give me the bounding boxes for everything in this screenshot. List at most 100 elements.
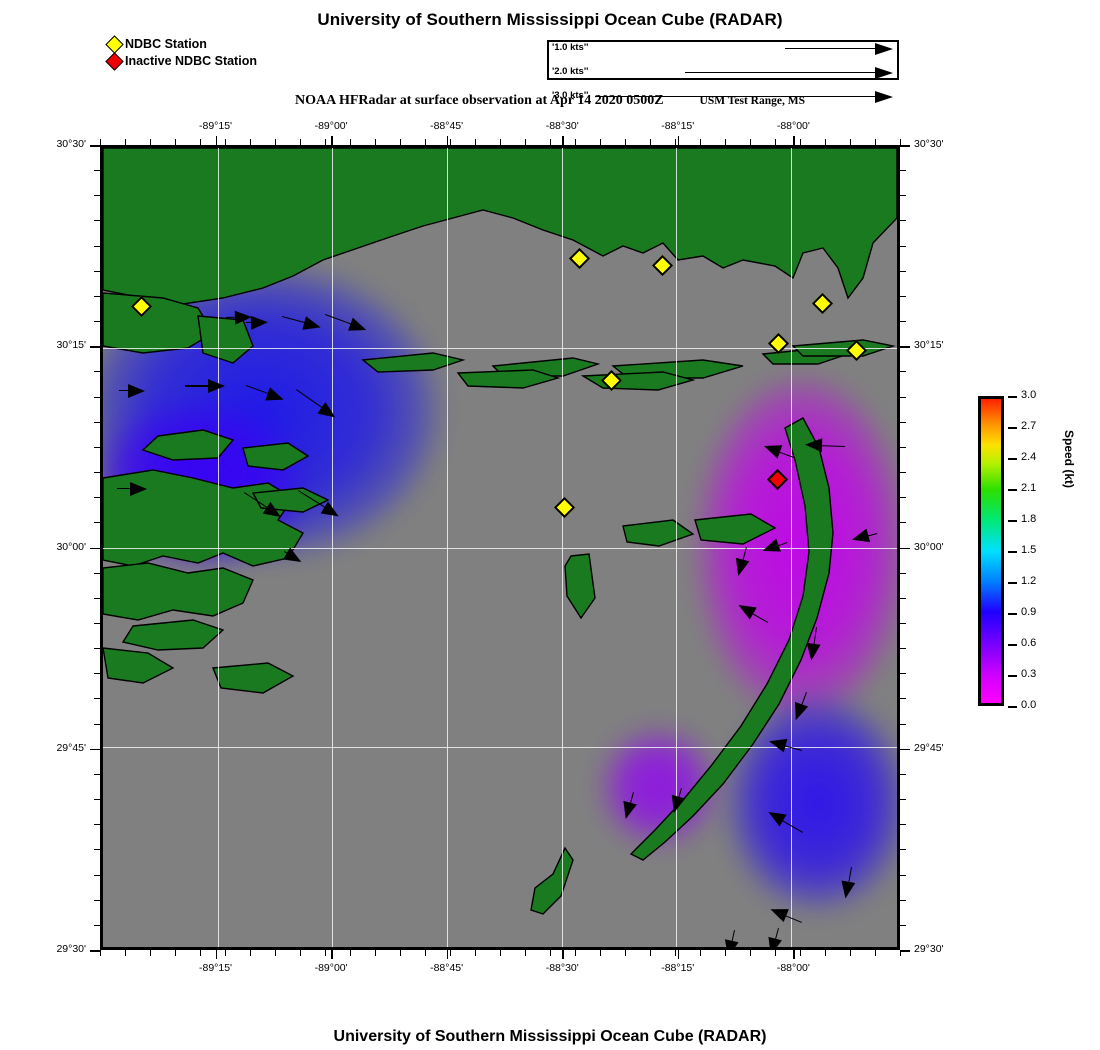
axis-minor-tick-y	[900, 270, 906, 272]
axis-minor-tick-y	[94, 924, 100, 926]
axis-minor-tick-x	[800, 950, 801, 956]
colorbar-tick-label: 2.7	[1021, 420, 1037, 432]
axis-minor-tick-x	[450, 950, 451, 956]
vector-arrowhead	[838, 880, 856, 900]
axis-label-lon: -88°00'	[776, 120, 810, 132]
scale-key-arrowhead	[875, 67, 893, 79]
current-vector	[184, 379, 225, 394]
axis-major-tick-x	[446, 950, 449, 959]
vector-arrowhead	[130, 481, 148, 496]
axis-label-lat: 29°45'	[914, 741, 944, 754]
legend-label-inactive: Inactive NDBC Station	[125, 54, 257, 68]
axis-label-lat: 30°00'	[56, 540, 86, 553]
gridline-lon-3	[561, 148, 563, 947]
axis-minor-tick-y	[94, 220, 100, 222]
axis-minor-tick-y	[900, 874, 906, 876]
colorbar-tick	[1008, 644, 1017, 646]
axis-major-tick-y	[900, 145, 910, 147]
legend-label-active: NDBC Station	[125, 37, 207, 51]
axis-minor-tick-y	[900, 648, 906, 650]
colorbar-tick	[1008, 675, 1017, 677]
axis-minor-tick-x	[825, 139, 826, 145]
axis-minor-tick-y	[900, 799, 906, 801]
colorbar-tick-label: 1.8	[1021, 513, 1037, 525]
axis-minor-tick-y	[900, 899, 906, 901]
axis-major-tick-y	[900, 950, 910, 952]
axis-minor-tick-y	[94, 849, 100, 851]
axis-minor-tick-x	[725, 139, 726, 145]
axis-major-tick-x	[793, 136, 795, 145]
map-plot-area[interactable]	[100, 145, 900, 950]
colorbar-tick	[1008, 396, 1017, 398]
axis-minor-tick-x	[400, 139, 401, 145]
axis-minor-tick-y	[94, 723, 100, 725]
axis-minor-tick-y	[900, 572, 906, 574]
colorbar-gradient	[978, 396, 1004, 706]
axis-label-lon: -89°00'	[314, 120, 348, 132]
axis-major-tick-y	[90, 950, 100, 952]
current-vector	[117, 481, 148, 496]
axis-major-tick-x	[562, 950, 564, 959]
axis-minor-tick-y	[94, 446, 100, 448]
axis-minor-tick-x	[800, 139, 801, 145]
axis-major-tick-x	[677, 950, 680, 959]
axis-minor-tick-x	[425, 139, 426, 145]
axis-minor-tick-y	[94, 673, 100, 675]
legend-item-active: NDBC Station	[105, 35, 257, 54]
axis-label-lon: -89°00'	[314, 962, 348, 974]
chandeleur-node-a	[694, 513, 777, 545]
scale-key-label: '3.0 kts''	[552, 90, 589, 101]
axis-minor-tick-y	[94, 371, 100, 373]
axis-major-tick-y	[900, 547, 910, 550]
axis-minor-tick-y	[94, 698, 100, 700]
axis-label-lon: -88°30'	[545, 962, 579, 974]
vector-arrowhead	[805, 437, 823, 453]
colorbar-tick	[1008, 551, 1017, 553]
axis-minor-tick-y	[94, 270, 100, 272]
chandeleur-arc	[629, 417, 834, 861]
axis-minor-tick-x	[125, 139, 126, 145]
axis-minor-tick-x	[700, 139, 701, 145]
axis-minor-tick-x	[550, 950, 551, 956]
axis-minor-tick-x	[850, 139, 851, 145]
axis-minor-tick-x	[400, 950, 401, 956]
axis-minor-tick-x	[750, 950, 751, 956]
colorbar-tick-label: 0.3	[1021, 668, 1037, 680]
axis-minor-tick-x	[500, 950, 501, 956]
axis-minor-tick-x	[675, 139, 676, 145]
axis-minor-tick-y	[900, 371, 906, 373]
axis-minor-tick-y	[900, 497, 906, 499]
colorbar-tick	[1008, 458, 1017, 460]
axis-minor-tick-x	[200, 139, 201, 145]
axis-minor-tick-x	[350, 139, 351, 145]
axis-minor-tick-y	[94, 874, 100, 876]
axis-label-lat: 29°30'	[56, 943, 86, 955]
axis-minor-tick-x	[525, 950, 526, 956]
chandeleur-node-c	[564, 553, 596, 620]
axis-label-lat: 30°15'	[56, 339, 86, 352]
axis-label-lon: -88°15'	[661, 962, 695, 974]
axis-minor-tick-y	[900, 924, 906, 926]
axis-minor-tick-x	[825, 950, 826, 956]
axis-minor-tick-x	[175, 950, 176, 956]
scale-key-row-1: '1.0 kts''	[549, 42, 897, 55]
axis-minor-tick-y	[900, 295, 906, 297]
axis-minor-tick-x	[675, 950, 676, 956]
axis-minor-tick-x	[250, 950, 251, 956]
axis-label-lon: -88°15'	[661, 120, 695, 132]
axis-minor-tick-x	[750, 139, 751, 145]
colorbar-tick-label: 1.5	[1021, 544, 1037, 556]
axis-minor-tick-y	[94, 472, 100, 474]
axis-label-lon: -88°30'	[545, 120, 579, 132]
axis-major-tick-x	[331, 136, 333, 145]
axis-major-tick-y	[900, 748, 910, 751]
vector-shaft	[118, 390, 131, 392]
axis-minor-tick-x	[625, 950, 626, 956]
gridline-lat-3	[103, 747, 897, 749]
vector-arrowhead	[127, 384, 145, 399]
axis-major-tick-x	[793, 950, 795, 959]
axis-minor-tick-y	[94, 396, 100, 398]
axis-label-lon: -88°45'	[430, 120, 464, 132]
axis-major-tick-x	[215, 136, 218, 145]
axis-minor-tick-y	[900, 622, 906, 624]
